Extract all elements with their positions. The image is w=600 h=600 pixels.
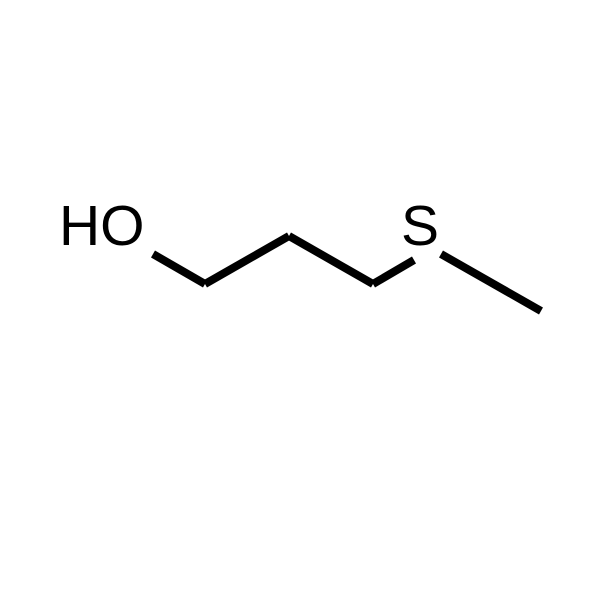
bond-b2 bbox=[205, 236, 289, 284]
bond-b5 bbox=[441, 254, 541, 311]
bond-b4 bbox=[373, 260, 414, 284]
atom-label-S: S bbox=[401, 194, 439, 258]
molecule-diagram: HO S bbox=[0, 0, 600, 600]
bond-b3 bbox=[289, 236, 373, 284]
bond-b1 bbox=[153, 254, 205, 284]
atom-label-HO: HO bbox=[59, 194, 145, 258]
